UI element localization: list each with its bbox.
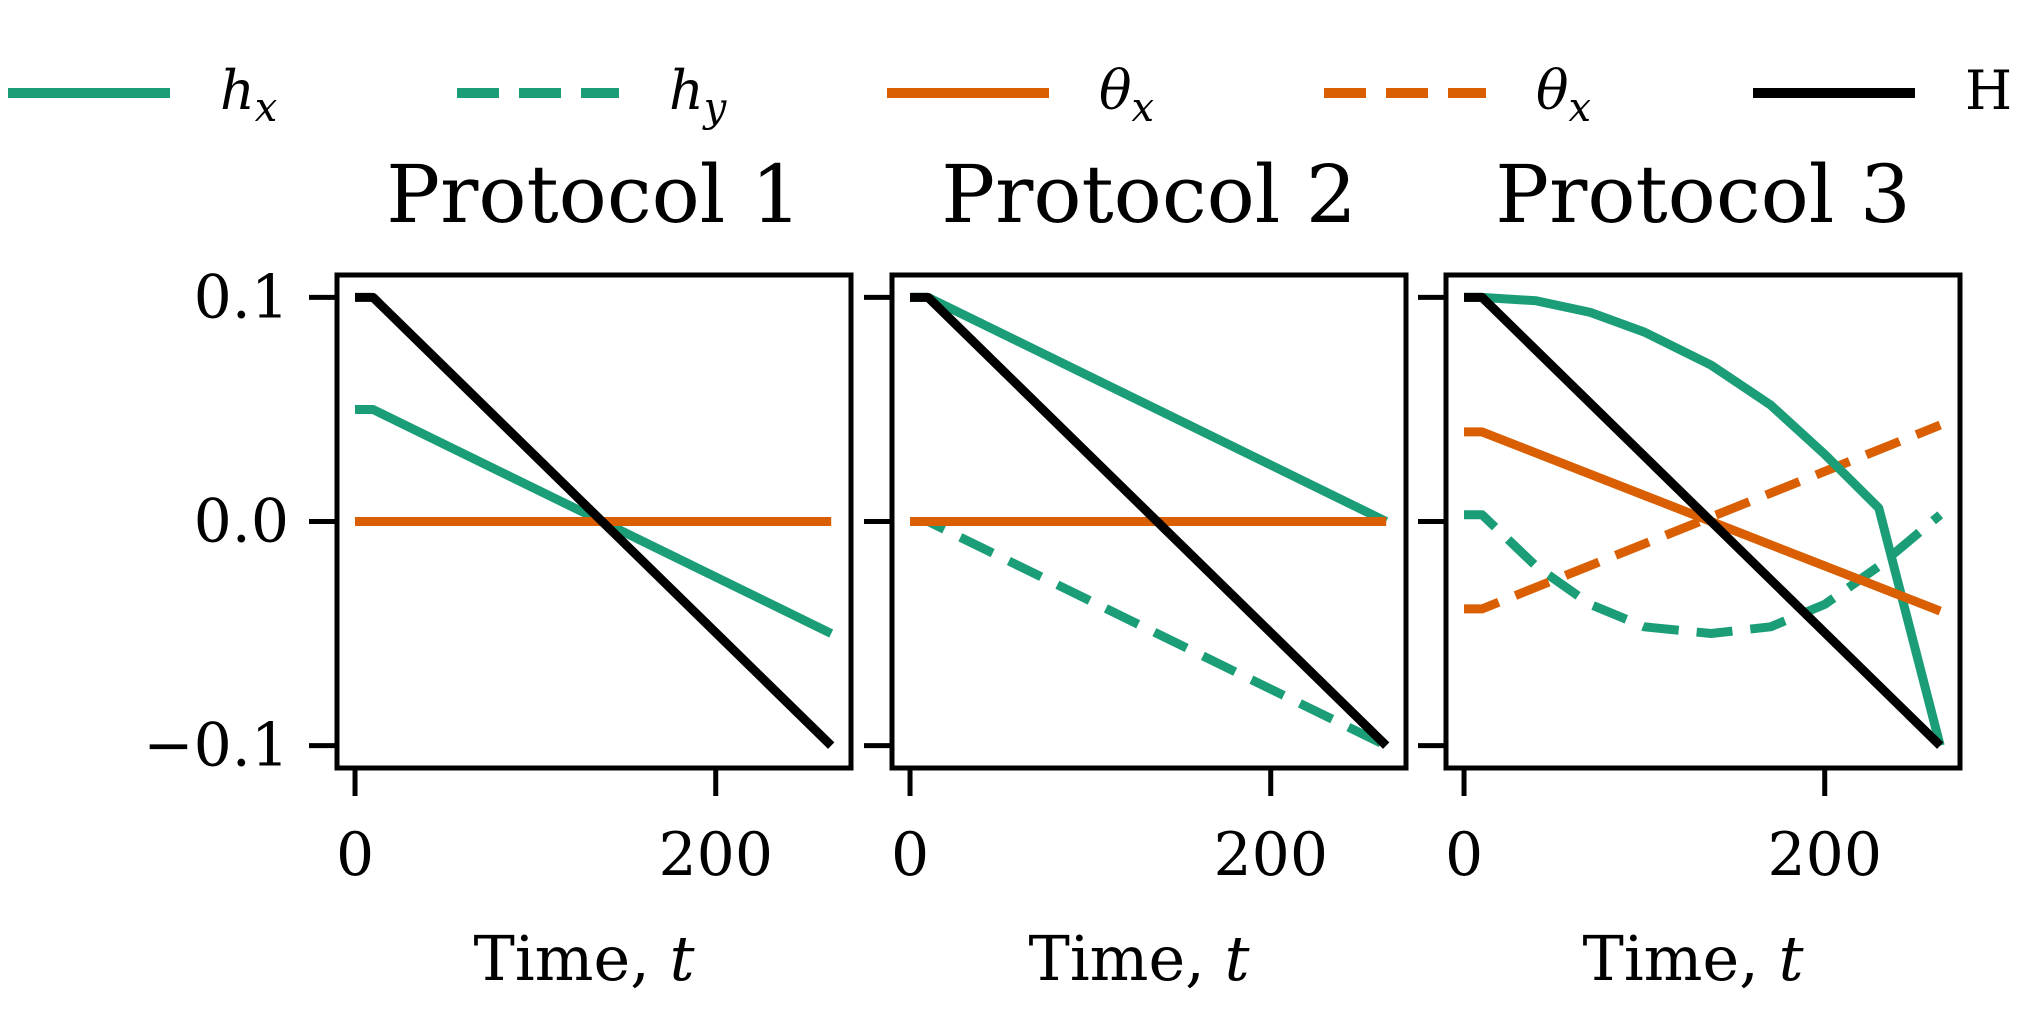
x-axis-label: Time, t: [1582, 922, 1803, 995]
series-line-thx: [1464, 427, 1942, 616]
legend-label-H: H: [1965, 59, 2012, 122]
series-line-hy: [910, 517, 1389, 750]
x-tick-label: 200: [1213, 820, 1328, 890]
series-line-hx: [355, 405, 834, 638]
series-line-hy: [1464, 510, 1944, 638]
legend-label-thx: θx: [1099, 59, 1154, 131]
series-line-hx: [910, 292, 1389, 526]
y-tick-label: 0.1: [194, 262, 289, 332]
x-axis-label: Time, t: [473, 922, 694, 995]
panel-1: Protocol 1 0.1 0.0 −0.1 0 200 Time, t: [143, 148, 854, 995]
series-line-H: [355, 292, 835, 749]
y-tick-label: 0.0: [194, 487, 289, 557]
legend-label-thy: θx: [1536, 59, 1591, 131]
x-axis-label: Time, t: [1028, 922, 1249, 995]
series-line-thy: [1464, 420, 1942, 614]
legend: hx hy θx θx H: [8, 59, 2012, 131]
panel-3: Protocol 3 0 200 Time, t: [1418, 148, 1963, 995]
panel-title: Protocol 3: [1495, 148, 1910, 241]
series-line-H: [910, 292, 1390, 749]
series-group: [1464, 292, 1945, 749]
x-tick-label: 0: [1445, 820, 1483, 890]
x-tick-label: 200: [1767, 820, 1882, 890]
legend-label-hy: hy: [669, 59, 728, 131]
panel-2: Protocol 2 0 200 Time, t: [864, 148, 1409, 995]
legend-label-hx: hx: [220, 59, 277, 131]
y-tick-label: −0.1: [143, 711, 289, 781]
x-tick-label: 0: [891, 820, 929, 890]
panel-title: Protocol 1: [386, 148, 801, 241]
series-group: [355, 292, 835, 749]
x-tick-label: 0: [336, 820, 374, 890]
series-group: [910, 292, 1390, 750]
x-tick-label: 200: [658, 820, 773, 890]
panel-title: Protocol 2: [941, 148, 1356, 241]
series-line-H: [1464, 292, 1944, 749]
series-line-hx: [1464, 292, 1945, 747]
